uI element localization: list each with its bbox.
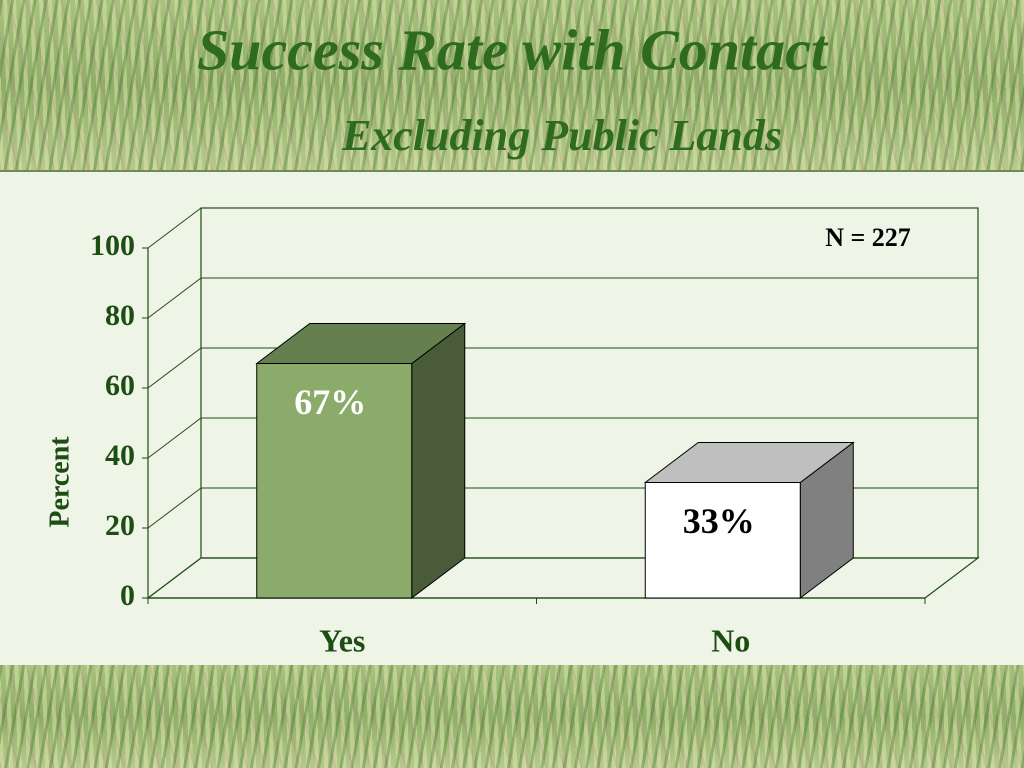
- data-label: 33%: [683, 501, 755, 541]
- x-tick-label: No: [711, 622, 750, 658]
- y-tick-label: 20: [105, 509, 135, 542]
- x-tick-label: Yes: [319, 622, 365, 658]
- chart-title: Success Rate with Contact: [197, 17, 829, 82]
- grid-line-side: [147, 347, 202, 389]
- grid-line-side: [147, 487, 202, 529]
- header-band: [0, 0, 1024, 172]
- footer-band: [0, 665, 1024, 768]
- grid-line-side: [147, 417, 202, 459]
- y-tick-label: 60: [105, 369, 135, 402]
- bar: [644, 482, 801, 599]
- y-tick-label: 0: [120, 579, 135, 612]
- y-tick-label: 80: [105, 299, 135, 332]
- annotation: N = 227: [825, 223, 911, 252]
- bar: [256, 363, 413, 599]
- bar-side: [411, 322, 466, 600]
- data-label: 67%: [294, 382, 366, 422]
- grid-line-side: [147, 277, 202, 319]
- chart-subtitle: Excluding Public Lands: [341, 111, 782, 160]
- y-axis-label: Percent: [44, 436, 75, 528]
- y-tick-label: 100: [90, 229, 135, 262]
- y-tick-label: 40: [105, 439, 135, 472]
- grid-line-side: [147, 557, 202, 599]
- grid-line-side: [147, 207, 202, 249]
